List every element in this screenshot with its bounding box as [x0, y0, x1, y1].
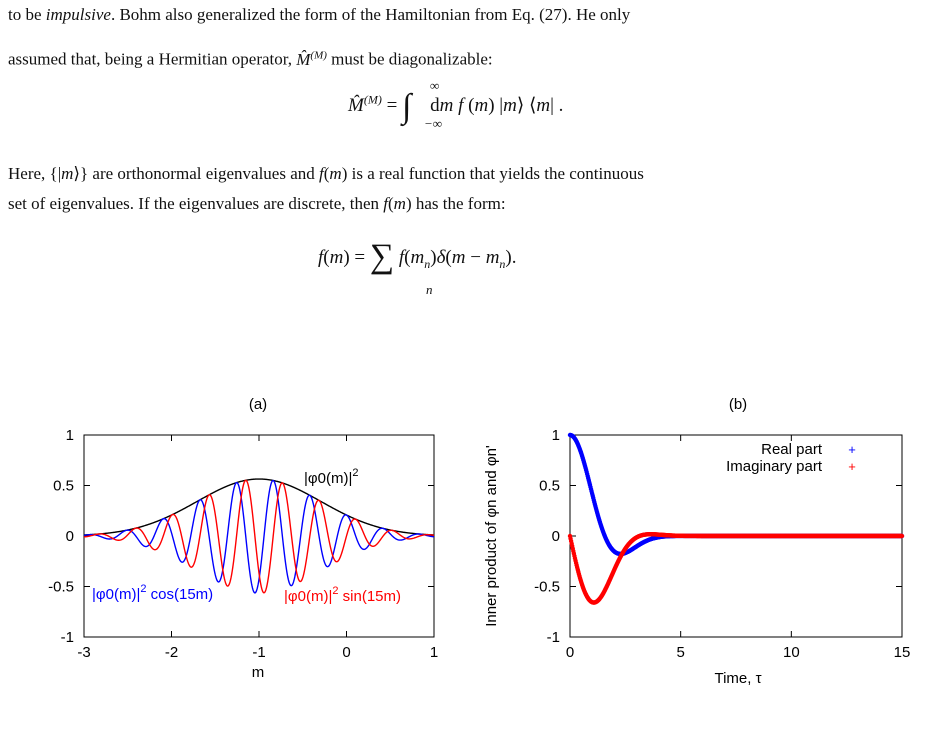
legend-imag-marker: +: [848, 459, 856, 474]
y-tick-label: -0.5: [534, 579, 560, 596]
legend-real-marker: +: [848, 442, 856, 457]
paragraph-line-1: to be impulsive. Bohm also generalized t…: [8, 4, 630, 26]
annotation-black: |φ0(m)|2: [304, 467, 358, 487]
x-tick-label: 15: [894, 644, 911, 661]
text-span: . Bohm also generalized the form of the …: [110, 5, 631, 24]
y-tick-label: -1: [547, 629, 560, 646]
text-span: has the form:: [415, 194, 506, 213]
text-span: must be diagonalizable:: [331, 49, 493, 69]
paragraph-line-4: set of eigenvalues. If the eigenvalues a…: [8, 194, 506, 213]
x-tick-label: 0: [566, 644, 574, 661]
imag-point: [899, 533, 905, 539]
series-red-sin: [83, 479, 435, 594]
x-axis-label: Time, τ: [714, 670, 761, 687]
annotation-red: |φ0(m)|2 sin(15m): [284, 585, 401, 605]
y-tick-label: 1: [552, 427, 560, 444]
inline-math-operator: M̂(M): [296, 49, 327, 69]
text-span: assumed that, being a Hermitian operator…: [8, 49, 292, 69]
annotation-blue: |φ0(m)|2 cos(15m): [92, 583, 213, 603]
equation-discrete-sum: f(m) = ∑ n f(mn)δ(m − mn).: [318, 238, 517, 297]
text-span: is a real function that yields the conti…: [351, 164, 644, 183]
y-tick-label: -1: [61, 629, 74, 646]
y-tick-label: 1: [66, 427, 74, 444]
x-tick-label: -3: [77, 644, 90, 661]
y-axis-label: Inner product of φn and φn': [483, 445, 500, 627]
text-span: Here, {|: [8, 164, 62, 183]
paragraph-line-2: assumed that, being a Hermitian operator…: [8, 44, 493, 71]
x-tick-label: -2: [165, 644, 178, 661]
y-tick-label: 0: [66, 528, 74, 545]
equation-diagonal-form: M̂(M) = ∫ ∞ −∞ dm f (m) |m⟩ ⟨m| .: [348, 78, 564, 131]
paragraph-line-3: Here, {|m⟩} are orthonormal eigenvalues …: [8, 164, 644, 183]
text-span: ⟩} are orthonormal eigenvalues and: [73, 164, 315, 183]
x-axis-label: m: [252, 664, 265, 681]
x-tick-label: 5: [676, 644, 684, 661]
series-blue-cos: [83, 479, 435, 594]
y-tick-label: -0.5: [48, 579, 74, 596]
legend-imag-label: Imaginary part: [726, 458, 823, 475]
text-span: to be: [8, 5, 46, 24]
legend-real-label: Real part: [761, 441, 823, 458]
series-black-envelope: [83, 478, 435, 536]
chart-title: (b): [729, 396, 747, 413]
y-tick-label: 0: [552, 528, 560, 545]
x-tick-label: 1: [430, 644, 438, 661]
figure-b-chart: (b) 0 5 10 15 1 0.5 0 -0.5 -1 Real part + Imagin…: [483, 396, 911, 687]
x-tick-label: -1: [252, 644, 265, 661]
series-imaginary-part: [567, 532, 905, 605]
y-tick-label: 0.5: [539, 478, 560, 495]
x-tick-label: 0: [342, 644, 350, 661]
y-tick-label: 0.5: [53, 478, 74, 495]
text-span: set of eigenvalues. If the eigenvalues a…: [8, 194, 380, 213]
chart-title: (a): [249, 396, 267, 413]
italic-word: impulsive: [45, 5, 111, 24]
figure-a-chart: (a) -3 -2 -1 0 1 1 0.5 0 -0.5 -1 m |φ0(m)|2 |φ0(m…: [48, 396, 438, 681]
x-tick-label: 10: [783, 644, 800, 661]
